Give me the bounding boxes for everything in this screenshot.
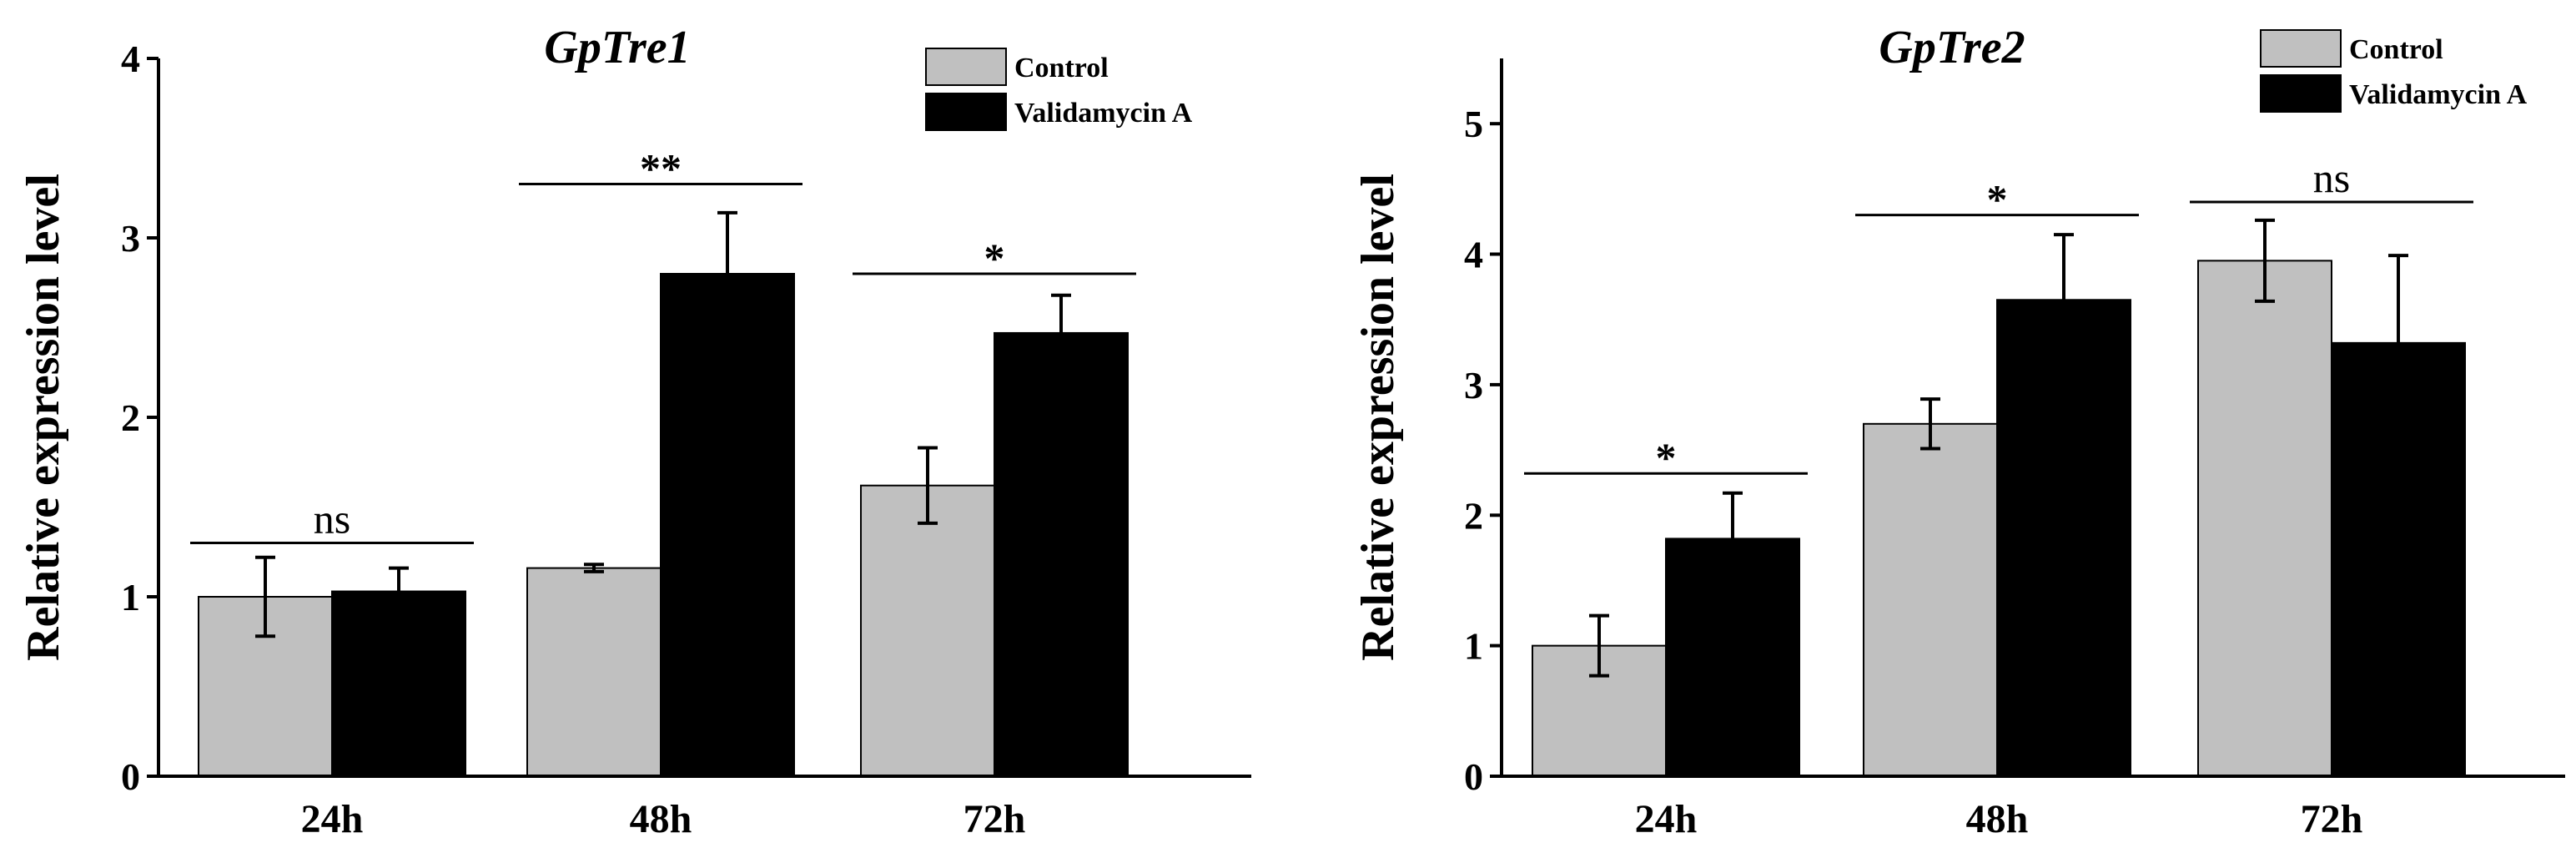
y-tick: 5 bbox=[1464, 103, 1502, 145]
y-tick: 2 bbox=[1464, 494, 1502, 537]
y-tick: 4 bbox=[121, 38, 158, 80]
y-tick-label: 4 bbox=[1464, 234, 1483, 276]
y-tick-label: 2 bbox=[1464, 494, 1483, 537]
y-tick: 4 bbox=[1464, 234, 1502, 276]
chart-gptre1: GpTre1 Relative expression level 0 1 2 3 bbox=[18, 22, 1251, 841]
y-ticks: 0 1 2 3 4 5 bbox=[1464, 103, 1502, 798]
y-tick-label: 0 bbox=[1464, 755, 1483, 798]
y-tick-label: 1 bbox=[1464, 625, 1483, 668]
legend-swatch-validamycin bbox=[2260, 74, 2342, 113]
y-tick-label: 3 bbox=[1464, 364, 1483, 406]
y-tick-label: 5 bbox=[1464, 103, 1483, 145]
y-tick-label: 2 bbox=[121, 396, 140, 439]
legend: Control Validamycin A bbox=[2260, 29, 2528, 113]
y-tick-label: 3 bbox=[121, 217, 140, 260]
legend-swatch-control bbox=[925, 48, 1007, 86]
x-tick-label: 48h bbox=[1966, 797, 2029, 841]
x-tick-label: 72h bbox=[963, 797, 1026, 841]
y-tick-label: 0 bbox=[121, 755, 140, 798]
bars bbox=[1532, 260, 2466, 778]
significance-label: * bbox=[1656, 434, 1677, 481]
y-tick: 1 bbox=[1464, 625, 1502, 668]
y-tick: 0 bbox=[121, 755, 158, 798]
legend-label-control: Control bbox=[1014, 53, 1109, 83]
chart-title: GpTre1 bbox=[544, 22, 690, 73]
significance-label: * bbox=[984, 235, 1005, 281]
bar bbox=[526, 567, 662, 777]
legend-label-control: Control bbox=[2349, 34, 2443, 65]
axes bbox=[1500, 58, 2565, 778]
axes bbox=[157, 58, 1251, 778]
y-axis-title: Relative expression level bbox=[18, 174, 69, 661]
x-tick-label: 24h bbox=[1635, 797, 1698, 841]
x-tick-label: 48h bbox=[630, 797, 692, 841]
x-ticks: 24h 48h 72h bbox=[301, 797, 1026, 841]
bar bbox=[331, 590, 466, 777]
error-bars bbox=[255, 210, 1071, 638]
bar bbox=[1863, 422, 1998, 777]
bar bbox=[860, 484, 995, 777]
chart-title: GpTre2 bbox=[1879, 22, 2025, 73]
significance-label: ns bbox=[2313, 154, 2350, 201]
legend: Control Validamycin A bbox=[925, 48, 1193, 131]
y-tick: 3 bbox=[1464, 364, 1502, 406]
y-tick: 1 bbox=[121, 576, 158, 618]
x-tick-label: 24h bbox=[301, 797, 364, 841]
x-tick-label: 72h bbox=[2301, 797, 2363, 841]
y-tick: 3 bbox=[121, 217, 158, 260]
x-ticks: 24h 48h 72h bbox=[1635, 797, 2363, 841]
bar bbox=[1996, 299, 2131, 778]
y-tick-label: 4 bbox=[121, 38, 140, 80]
significance-label: ns bbox=[314, 496, 350, 543]
y-ticks: 0 1 2 3 4 bbox=[121, 38, 158, 798]
y-tick-label: 1 bbox=[121, 576, 140, 618]
significance-markers: ns*** bbox=[190, 145, 1136, 544]
chart-gptre2: GpTre2 Relative expression level 0 1 2 3 bbox=[1352, 22, 2565, 841]
error-bars bbox=[1589, 218, 2408, 678]
legend-label-validamycin: Validamycin A bbox=[2349, 79, 2528, 110]
significance-label: * bbox=[1987, 176, 2008, 223]
legend-label-validamycin: Validamycin A bbox=[1014, 98, 1193, 129]
bar bbox=[660, 273, 795, 777]
legend-swatch-validamycin bbox=[925, 93, 1007, 131]
bars bbox=[198, 273, 1129, 777]
legend-swatch-control bbox=[2260, 29, 2342, 68]
y-tick: 2 bbox=[121, 396, 158, 439]
bar bbox=[994, 331, 1129, 777]
significance-label: ** bbox=[640, 145, 682, 192]
y-tick: 0 bbox=[1464, 755, 1502, 798]
y-axis-title: Relative expression level bbox=[1352, 174, 1404, 661]
bar bbox=[2197, 260, 2332, 777]
significance-markers: * * ns bbox=[1524, 154, 2473, 481]
